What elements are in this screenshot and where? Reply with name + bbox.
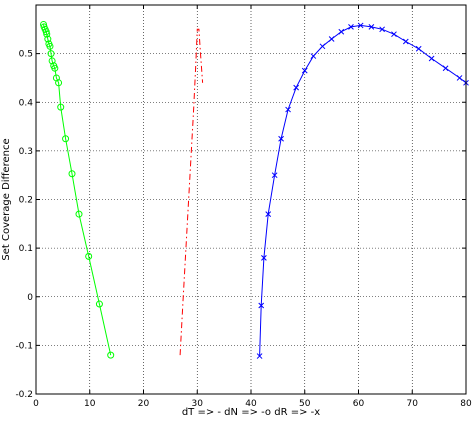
x-axis-label: dT => - dN => -o dR => -x (182, 407, 320, 418)
data-point (379, 26, 386, 33)
data-point (319, 43, 326, 50)
data-point (428, 55, 435, 62)
series-1 (40, 20, 115, 359)
data-point (62, 135, 70, 143)
data-point (47, 50, 55, 58)
y-tick-label: 0.2 (19, 196, 33, 206)
y-tick-label: -0.2 (15, 390, 33, 400)
data-point (328, 36, 335, 42)
x-tick-label: 30 (192, 399, 204, 409)
data-point (415, 45, 422, 52)
x-tick-label: 60 (353, 399, 365, 409)
series-2 (256, 22, 469, 359)
data-point (456, 75, 463, 81)
data-point (256, 353, 263, 359)
data-point (442, 65, 449, 72)
y-tick-label: 0.5 (19, 50, 33, 60)
data-point (301, 67, 308, 74)
y-tick-label: 0.4 (19, 98, 34, 108)
data-point (261, 254, 267, 261)
y-tick-label: 0.3 (19, 147, 33, 157)
data-point (348, 24, 354, 30)
data-point (293, 84, 300, 91)
data-point (310, 53, 317, 59)
data-point (265, 211, 272, 217)
x-tick-label: 50 (299, 399, 311, 409)
x-tick-label: 80 (460, 399, 472, 409)
series-0 (179, 28, 204, 356)
data-point (402, 38, 409, 45)
axis-ticks: 0 10 20 30 40 50 60 70 80 -0.2 -0.1 0 0.1 0.2 0.3 0.4 0.… (15, 5, 472, 409)
data-point (48, 57, 56, 65)
y-axis-label: Set Coverage Difference (1, 138, 12, 260)
data-point (95, 300, 103, 308)
data-point (271, 172, 278, 179)
data-point (357, 22, 364, 29)
plot-series (40, 20, 469, 359)
x-tick-label: 70 (407, 399, 419, 409)
data-point (75, 210, 83, 218)
data-point (258, 302, 265, 309)
data-point (285, 106, 291, 113)
data-point (43, 30, 51, 38)
data-point (68, 170, 76, 178)
y-tick-label: 0.1 (19, 244, 33, 254)
data-point (85, 252, 93, 260)
data-point (44, 35, 52, 43)
y-tick-label: -0.1 (15, 341, 33, 351)
data-point (391, 31, 397, 38)
data-point (51, 64, 59, 72)
grid-lines (36, 5, 466, 394)
x-tick-label: 10 (84, 399, 96, 409)
data-point (338, 28, 345, 35)
x-tick-label: 20 (138, 399, 150, 409)
data-point (55, 79, 63, 87)
y-tick-label: 0 (27, 293, 33, 303)
data-point (57, 103, 65, 111)
x-tick-label: 40 (245, 399, 257, 409)
series-line (179, 28, 204, 356)
x-tick-label: 0 (33, 399, 39, 409)
data-point (46, 42, 54, 50)
data-point (368, 24, 375, 30)
data-point (278, 135, 284, 142)
data-point (107, 351, 115, 359)
